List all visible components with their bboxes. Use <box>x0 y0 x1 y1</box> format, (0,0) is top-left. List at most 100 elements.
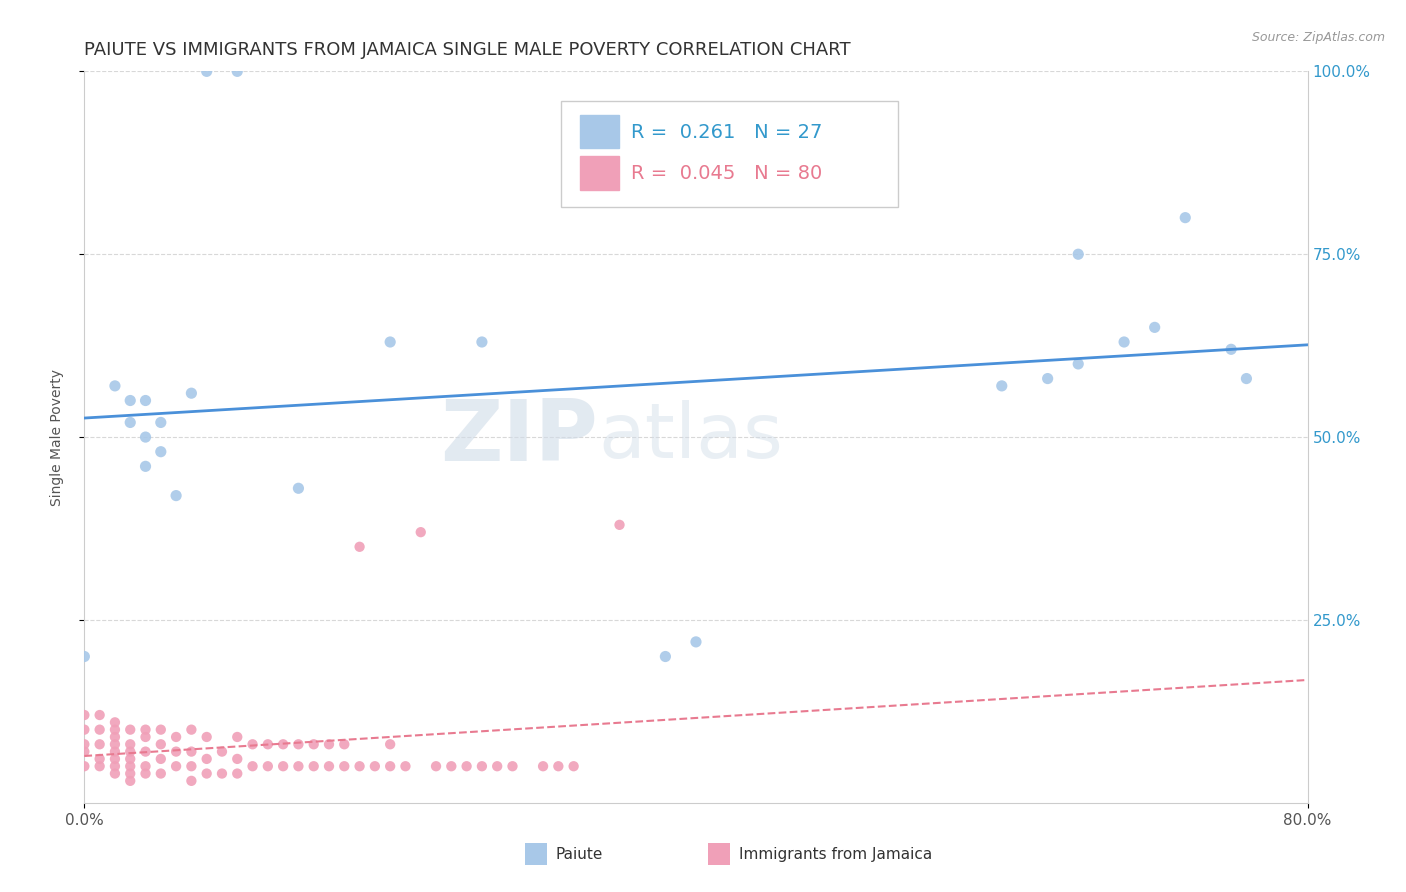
Point <box>287 759 309 773</box>
Point <box>1114 334 1136 349</box>
Point <box>318 759 340 773</box>
Point <box>1220 343 1243 357</box>
Point <box>149 752 172 766</box>
Point <box>226 730 249 744</box>
Point <box>1174 211 1197 225</box>
Point <box>226 752 249 766</box>
Point <box>1067 357 1090 371</box>
Point <box>380 737 402 751</box>
Point <box>242 759 264 773</box>
Text: PAIUTE VS IMMIGRANTS FROM JAMAICA SINGLE MALE POVERTY CORRELATION CHART: PAIUTE VS IMMIGRANTS FROM JAMAICA SINGLE… <box>84 41 851 59</box>
FancyBboxPatch shape <box>579 156 619 190</box>
Point <box>135 459 157 474</box>
Point <box>609 517 631 532</box>
Point <box>364 759 387 773</box>
Point <box>135 730 157 744</box>
Point <box>149 723 172 737</box>
Point <box>104 730 127 744</box>
Point <box>180 386 202 401</box>
Point <box>104 723 127 737</box>
Point <box>165 745 187 759</box>
Point <box>120 766 142 780</box>
Bar <box>709 843 730 865</box>
Point <box>120 737 142 751</box>
Point <box>104 766 127 780</box>
Point <box>89 752 111 766</box>
Point <box>120 723 142 737</box>
Text: atlas: atlas <box>598 401 783 474</box>
Point <box>104 715 127 730</box>
Point <box>302 737 325 751</box>
Point <box>149 444 172 458</box>
Point <box>165 730 187 744</box>
Point <box>73 708 96 723</box>
Point <box>333 759 356 773</box>
Point <box>654 649 676 664</box>
Text: R =  0.045   N = 80: R = 0.045 N = 80 <box>631 164 823 183</box>
Point <box>73 759 96 773</box>
Point <box>380 334 402 349</box>
Point <box>104 737 127 751</box>
Point <box>287 481 309 495</box>
Point <box>73 745 96 759</box>
Point <box>349 540 371 554</box>
Point <box>89 737 111 751</box>
Y-axis label: Single Male Poverty: Single Male Poverty <box>49 368 63 506</box>
Point <box>425 759 447 773</box>
Point <box>104 745 127 759</box>
Point <box>440 759 463 773</box>
Point <box>135 759 157 773</box>
Point <box>104 759 127 773</box>
Point <box>318 737 340 751</box>
Point <box>120 773 142 788</box>
Point <box>302 759 325 773</box>
Point <box>135 745 157 759</box>
Point <box>195 64 218 78</box>
Point <box>471 334 494 349</box>
Point <box>120 393 142 408</box>
Point <box>1236 371 1258 385</box>
Point <box>120 745 142 759</box>
Point <box>135 723 157 737</box>
Point <box>73 723 96 737</box>
Point <box>149 737 172 751</box>
Point <box>135 430 157 444</box>
Point <box>456 759 478 773</box>
Point <box>409 525 432 540</box>
Point <box>349 759 371 773</box>
Point <box>547 759 569 773</box>
Point <box>89 759 111 773</box>
Point <box>211 745 233 759</box>
Point <box>120 752 142 766</box>
Point <box>271 759 294 773</box>
Point <box>991 379 1014 393</box>
Point <box>1143 320 1166 334</box>
Point <box>257 759 280 773</box>
Point <box>120 416 142 430</box>
Bar <box>524 843 547 865</box>
Point <box>73 737 96 751</box>
Point <box>211 766 233 780</box>
Text: Immigrants from Jamaica: Immigrants from Jamaica <box>738 847 932 862</box>
Point <box>380 759 402 773</box>
Point <box>531 759 554 773</box>
Point <box>135 393 157 408</box>
Point <box>471 759 494 773</box>
Text: ZIP: ZIP <box>440 395 598 479</box>
Point <box>271 737 294 751</box>
FancyBboxPatch shape <box>561 101 898 207</box>
Text: Source: ZipAtlas.com: Source: ZipAtlas.com <box>1251 31 1385 45</box>
Point <box>180 773 202 788</box>
Point <box>104 379 127 393</box>
Text: R =  0.261   N = 27: R = 0.261 N = 27 <box>631 122 823 142</box>
Point <box>502 759 524 773</box>
Point <box>257 737 280 751</box>
Point <box>486 759 509 773</box>
Point <box>89 708 111 723</box>
Point <box>1067 247 1090 261</box>
Point <box>562 759 585 773</box>
Point <box>89 723 111 737</box>
Point <box>149 416 172 430</box>
Point <box>135 766 157 780</box>
Point <box>180 745 202 759</box>
